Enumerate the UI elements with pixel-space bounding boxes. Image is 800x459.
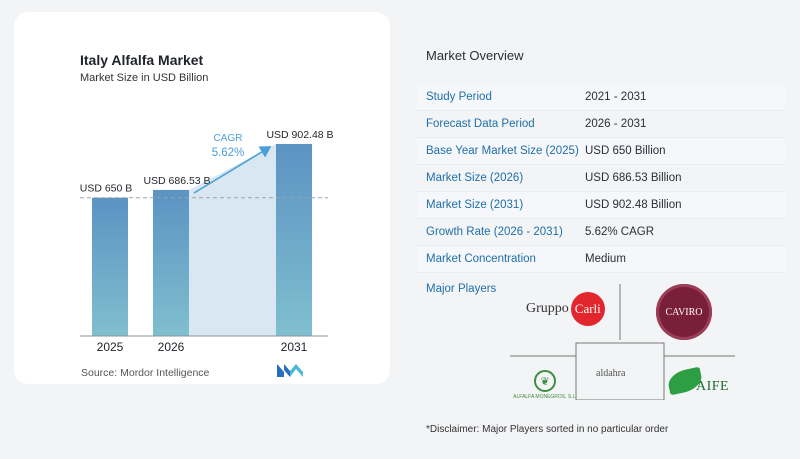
logo-text: Gruppo <box>526 301 569 316</box>
bar <box>92 197 128 336</box>
row-value: 5.62% CAGR <box>585 226 655 238</box>
row-label: Base Year Market Size (2025) <box>426 145 579 157</box>
overview-title: Market Overview <box>426 48 524 63</box>
row-label: Market Size (2026) <box>426 172 524 184</box>
overview-table: Study Period 2021 - 2031 Forecast Data Pe… <box>417 84 785 273</box>
row-label: Forecast Data Period <box>426 118 535 130</box>
growth-shade <box>189 144 276 336</box>
overview-row: Market Concentration Medium <box>417 246 785 273</box>
data-label: USD 650 B <box>80 183 133 195</box>
row-value: USD 650 Billion <box>585 145 666 157</box>
chart-title: Italy Alfalfa Market <box>80 52 204 68</box>
row-label: Growth Rate (2026 - 2031) <box>426 226 563 238</box>
data-label: USD 902.48 B <box>266 129 333 141</box>
mordor-logo-icon <box>277 364 303 377</box>
overview-row: Growth Rate (2026 - 2031) 5.62% CAGR <box>417 219 785 246</box>
disclaimer: *Disclaimer: Major Players sorted in no … <box>426 424 669 435</box>
data-label: USD 686.53 B <box>143 175 210 187</box>
tick-label: 2026 <box>158 340 185 354</box>
tick-label: 2031 <box>281 340 308 354</box>
logo-grid-lines <box>510 284 735 400</box>
aife-logo: AIFE <box>666 366 730 398</box>
bar <box>153 189 189 336</box>
overview-row: Study Period 2021 - 2031 <box>417 84 785 111</box>
aldahra-logo: aldahra <box>596 368 625 379</box>
cagr-arrow <box>193 146 272 194</box>
caviro-logo: CAVIRO <box>656 284 712 340</box>
tick-label: 2025 <box>97 340 124 354</box>
source-note: Source: Mordor Intelligence <box>81 367 210 379</box>
row-value: 2021 - 2031 <box>585 91 647 103</box>
row-label: Market Concentration <box>426 253 536 265</box>
overview-row: Forecast Data Period 2026 - 2031 <box>417 111 785 138</box>
gruppo-carli-logo: Gruppo Carli <box>526 292 605 326</box>
carli-badge: Carli <box>570 292 605 326</box>
logo-text: CAVIRO <box>665 306 703 318</box>
row-value: USD 902.48 Billion <box>585 199 682 211</box>
bar <box>276 144 312 336</box>
leaf-icon: ❦ <box>534 370 556 392</box>
cagr-label: CAGR <box>214 133 243 144</box>
overview-row: Base Year Market Size (2025) USD 650 Bill… <box>417 138 785 165</box>
major-players-label: Major Players <box>426 283 497 295</box>
row-value: Medium <box>585 253 626 265</box>
cagr-value: 5.62% <box>212 147 245 159</box>
alfalfa-monegros-logo: ❦ ALFALFA MONEGROS, S.L. <box>510 366 580 404</box>
major-players-logos: Gruppo Carli CAVIRO aldahra ❦ ALFALFA MO… <box>510 284 735 400</box>
row-value: 2026 - 2031 <box>585 118 647 130</box>
bar-chart: USD 650 B USD 686.53 B USD 902.48 B 2025 202… <box>80 129 334 354</box>
row-label: Study Period <box>426 91 492 103</box>
overview-row: Market Size (2031) USD 902.48 Billion <box>417 192 785 219</box>
logo-text: ALFALFA MONEGROS, S.L. <box>513 394 577 400</box>
chart-subtitle: Market Size in USD Billion <box>80 72 209 84</box>
row-value: USD 686.53 Billion <box>585 172 682 184</box>
logo-text: aldahra <box>596 368 626 379</box>
row-label: Market Size (2031) <box>426 199 524 211</box>
overview-row: Market Size (2026) USD 686.53 Billion <box>417 165 785 192</box>
logo-text: AIFE <box>696 379 730 394</box>
